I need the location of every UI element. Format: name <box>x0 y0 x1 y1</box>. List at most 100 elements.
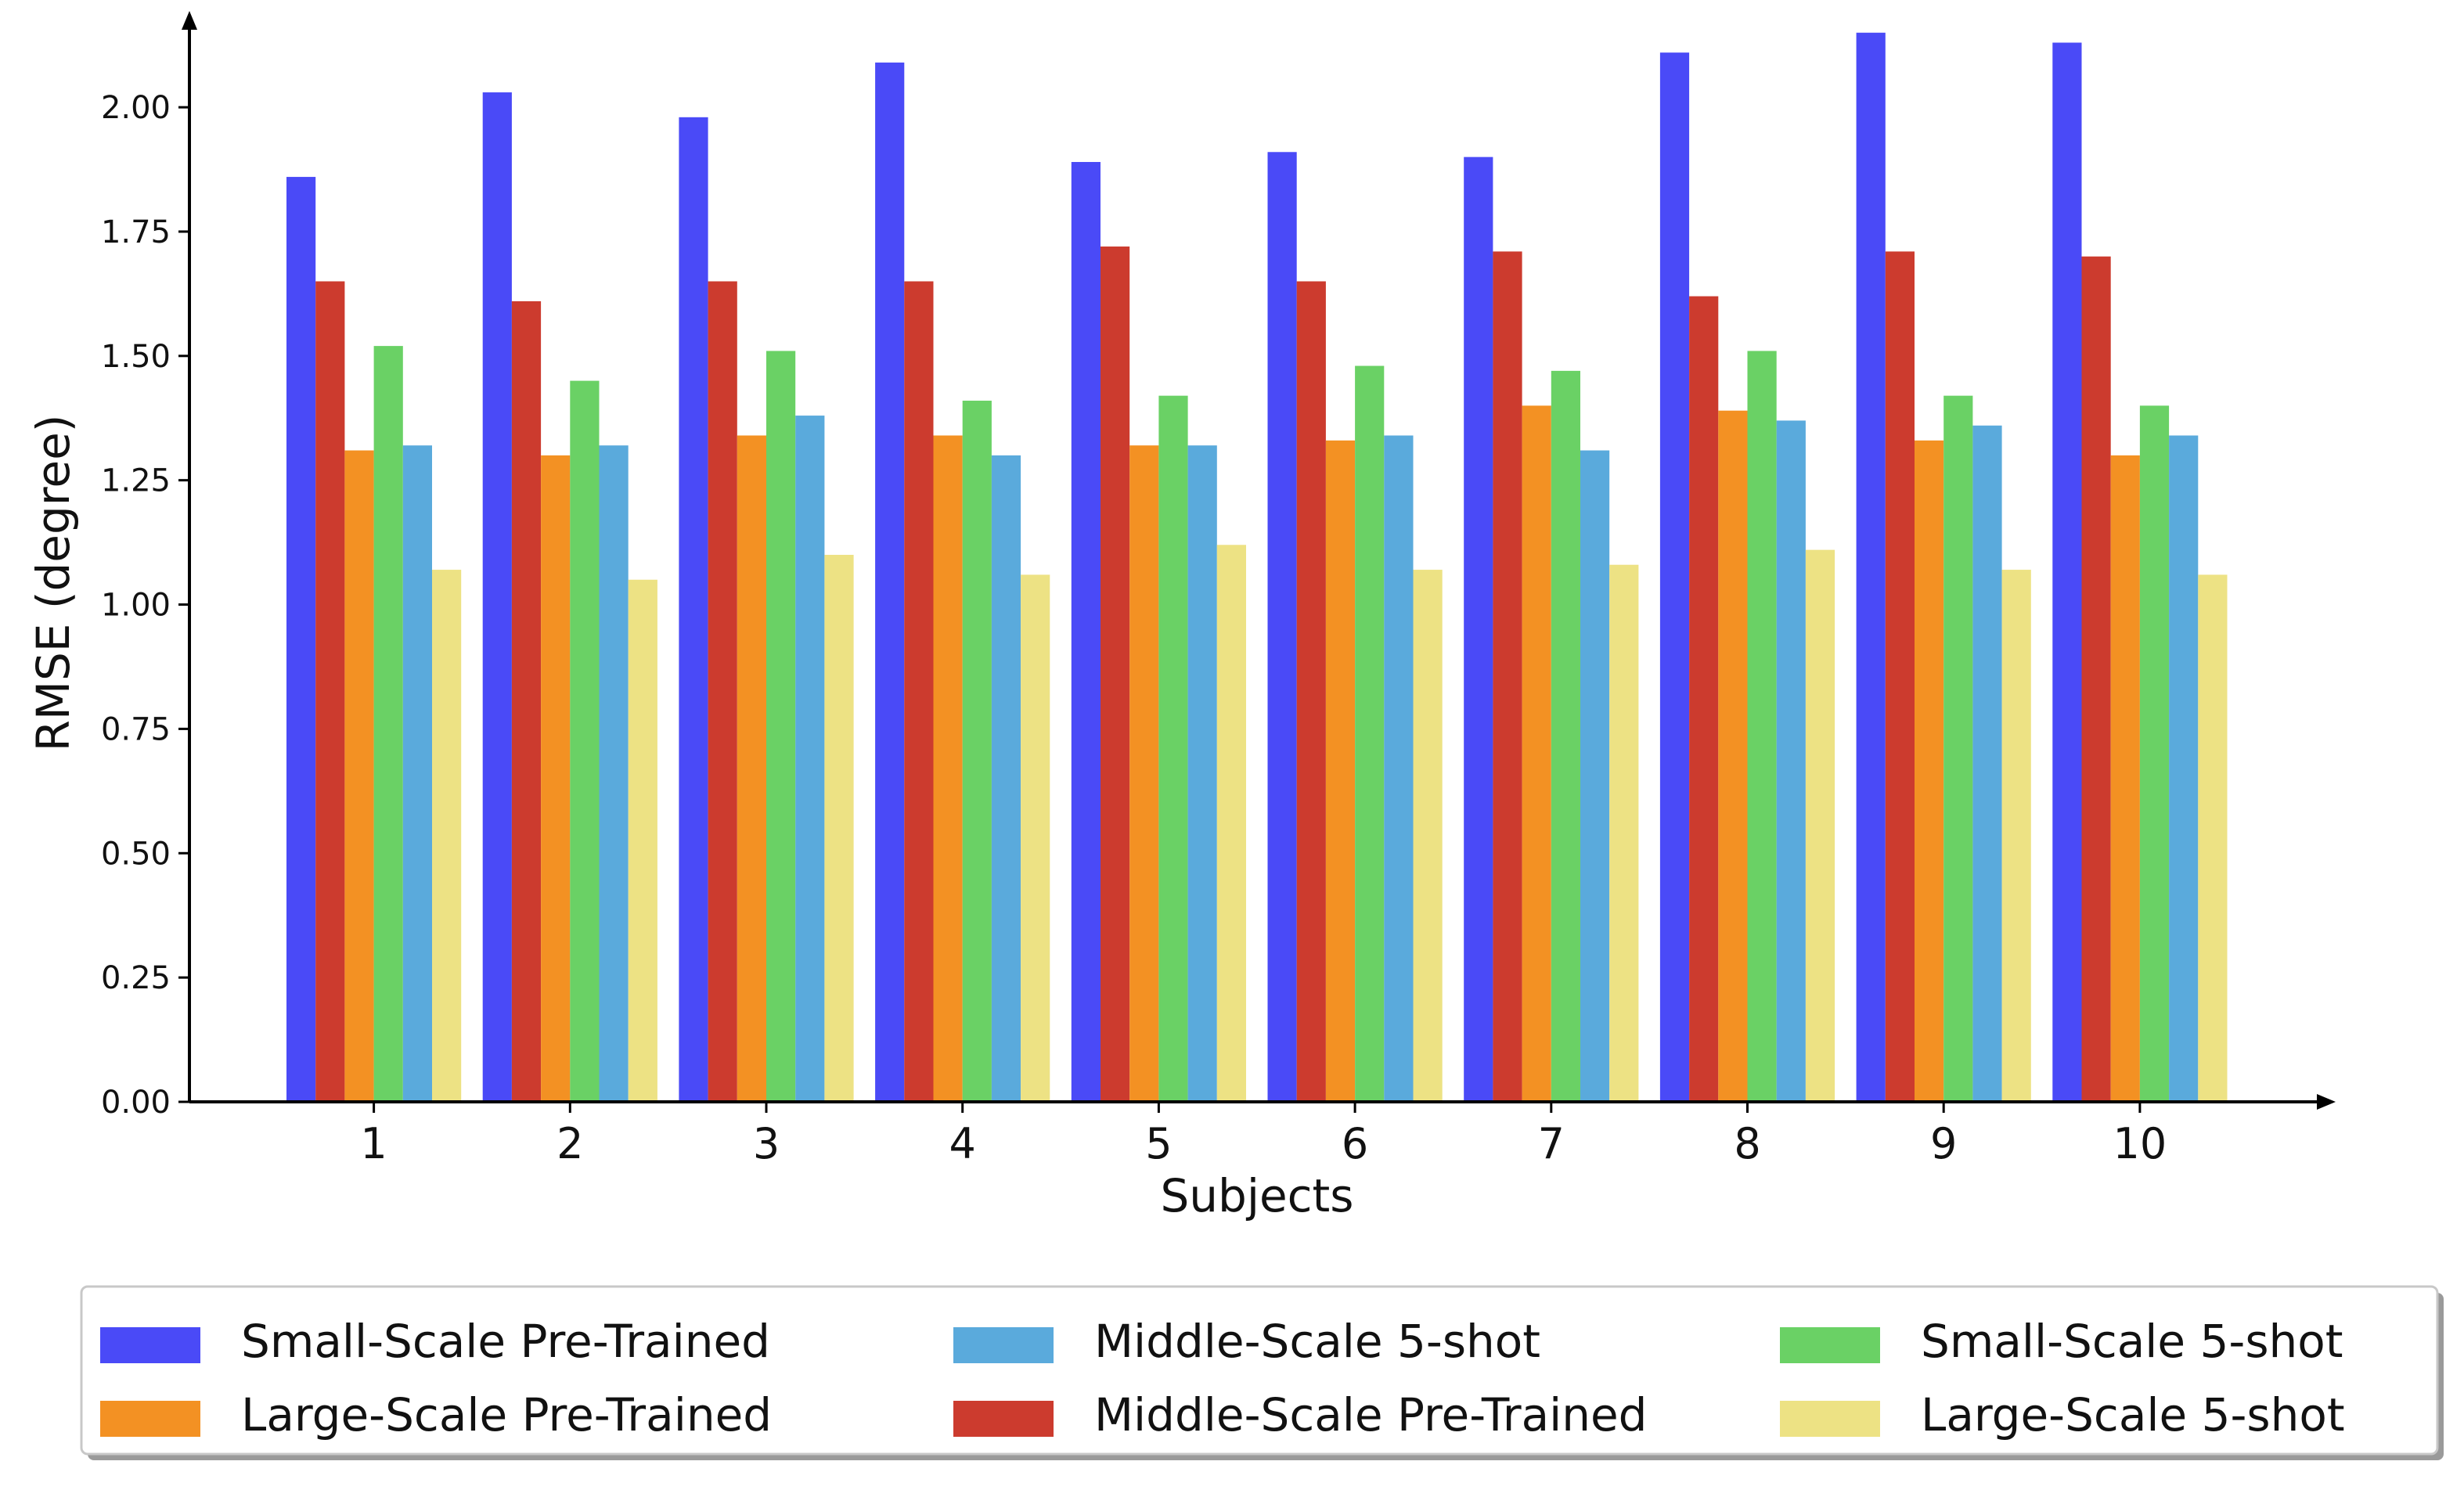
bar <box>1522 405 1551 1102</box>
x-axis-label: Subjects <box>1160 1169 1353 1222</box>
legend-swatch <box>100 1327 200 1363</box>
x-tick-label: 10 <box>2113 1119 2167 1168</box>
bar <box>1296 281 1326 1102</box>
bar <box>1216 545 1246 1102</box>
y-tick-label: 0.75 <box>101 711 171 747</box>
bar <box>1885 251 1915 1102</box>
x-tick-label: 1 <box>360 1119 387 1168</box>
bar <box>1267 152 1297 1102</box>
legend-swatch <box>1780 1327 1880 1363</box>
legend-swatch <box>1780 1401 1880 1437</box>
bar <box>933 435 963 1102</box>
x-tick-label: 6 <box>1342 1119 1368 1168</box>
bar <box>1747 351 1777 1102</box>
bars-group <box>286 32 2228 1103</box>
bar <box>1355 365 1385 1102</box>
x-tick-label: 5 <box>1145 1119 1172 1168</box>
bar <box>2052 42 2082 1103</box>
bar <box>737 435 766 1102</box>
x-axis-arrow <box>2317 1094 2336 1110</box>
bar <box>1776 420 1806 1102</box>
y-tick-label: 1.00 <box>101 588 171 624</box>
bar <box>1659 52 1690 1102</box>
y-tick-label: 2.00 <box>101 90 171 126</box>
legend-label: Small-Scale Pre-Trained <box>241 1315 770 1368</box>
bar <box>1856 32 1886 1103</box>
bar <box>1609 564 1639 1102</box>
bar <box>1413 570 1443 1102</box>
x-tick-label: 3 <box>753 1119 780 1168</box>
bar <box>2081 256 2111 1102</box>
bar <box>286 177 316 1102</box>
legend-label: Large-Scale 5-shot <box>1921 1388 2345 1441</box>
bar <box>679 117 708 1102</box>
y-tick-label: 1.75 <box>101 214 171 250</box>
legend-label: Large-Scale Pre-Trained <box>241 1388 772 1441</box>
bar <box>1021 574 1050 1102</box>
bar <box>482 92 512 1103</box>
bar <box>1384 435 1414 1102</box>
legend-swatch <box>953 1327 1054 1363</box>
bar <box>541 455 571 1102</box>
bar <box>1325 440 1356 1102</box>
y-tick-label: 0.00 <box>101 1085 171 1121</box>
bar <box>432 570 462 1102</box>
bar <box>2001 570 2031 1102</box>
bar <box>1805 549 1835 1102</box>
legend-label: Middle-Scale 5-shot <box>1094 1315 1540 1368</box>
y-tick-label: 1.25 <box>101 463 171 499</box>
bar <box>1493 251 1522 1102</box>
y-tick-label: 1.50 <box>101 339 171 375</box>
bar <box>1187 445 1217 1102</box>
bar <box>1551 370 1580 1102</box>
y-axis-arrow <box>182 11 197 30</box>
y-tick-label: 0.50 <box>101 836 171 872</box>
bar <box>1915 440 1944 1102</box>
bar <box>824 555 854 1102</box>
bar <box>402 445 432 1102</box>
bar <box>315 281 345 1102</box>
bar <box>795 416 825 1102</box>
y-axis-ticks: 0.00 0.25 0.50 0.75 1.00 1.25 1.50 1.75 2.00 <box>101 90 189 1121</box>
bar <box>904 281 934 1102</box>
bar <box>2169 435 2199 1102</box>
legend-items: Small-Scale Pre-Trained Large-Scale Pre-T… <box>100 1315 2345 1441</box>
bar <box>2110 455 2140 1102</box>
y-tick-label: 0.25 <box>101 960 171 996</box>
bar <box>1580 450 1610 1102</box>
legend-label: Small-Scale 5-shot <box>1921 1315 2343 1368</box>
legend: Small-Scale Pre-Trained Large-Scale Pre-T… <box>80 1285 2444 1460</box>
bar <box>1943 395 1973 1102</box>
legend-swatch <box>100 1401 200 1437</box>
bar <box>628 579 657 1102</box>
bar <box>599 445 629 1102</box>
bar <box>708 281 737 1102</box>
x-tick-label: 7 <box>1538 1119 1565 1168</box>
bar <box>766 351 796 1102</box>
bar <box>1689 296 1719 1103</box>
x-axis-ticks: 1 2 3 4 5 6 7 8 9 10 <box>360 1102 2167 1168</box>
y-axis-label: RMSE (degree) <box>27 415 80 752</box>
bar <box>511 301 542 1102</box>
bar <box>991 455 1021 1102</box>
x-tick-label: 9 <box>1930 1119 1957 1168</box>
x-tick-label: 2 <box>557 1119 583 1168</box>
bar <box>875 62 905 1102</box>
bar <box>2139 405 2170 1102</box>
bar <box>1071 161 1101 1102</box>
bar <box>373 346 403 1102</box>
bar <box>570 380 600 1102</box>
bar <box>1972 425 2002 1102</box>
legend-swatch <box>953 1401 1054 1437</box>
bar <box>1158 395 1188 1102</box>
legend-label: Middle-Scale Pre-Trained <box>1094 1388 1647 1441</box>
bar <box>962 401 992 1102</box>
bar <box>1718 410 1748 1102</box>
bar <box>1464 157 1493 1103</box>
x-tick-label: 8 <box>1734 1119 1760 1168</box>
bar <box>2198 574 2228 1102</box>
bar <box>1101 247 1130 1102</box>
bar <box>1129 445 1159 1102</box>
bar <box>344 450 374 1102</box>
